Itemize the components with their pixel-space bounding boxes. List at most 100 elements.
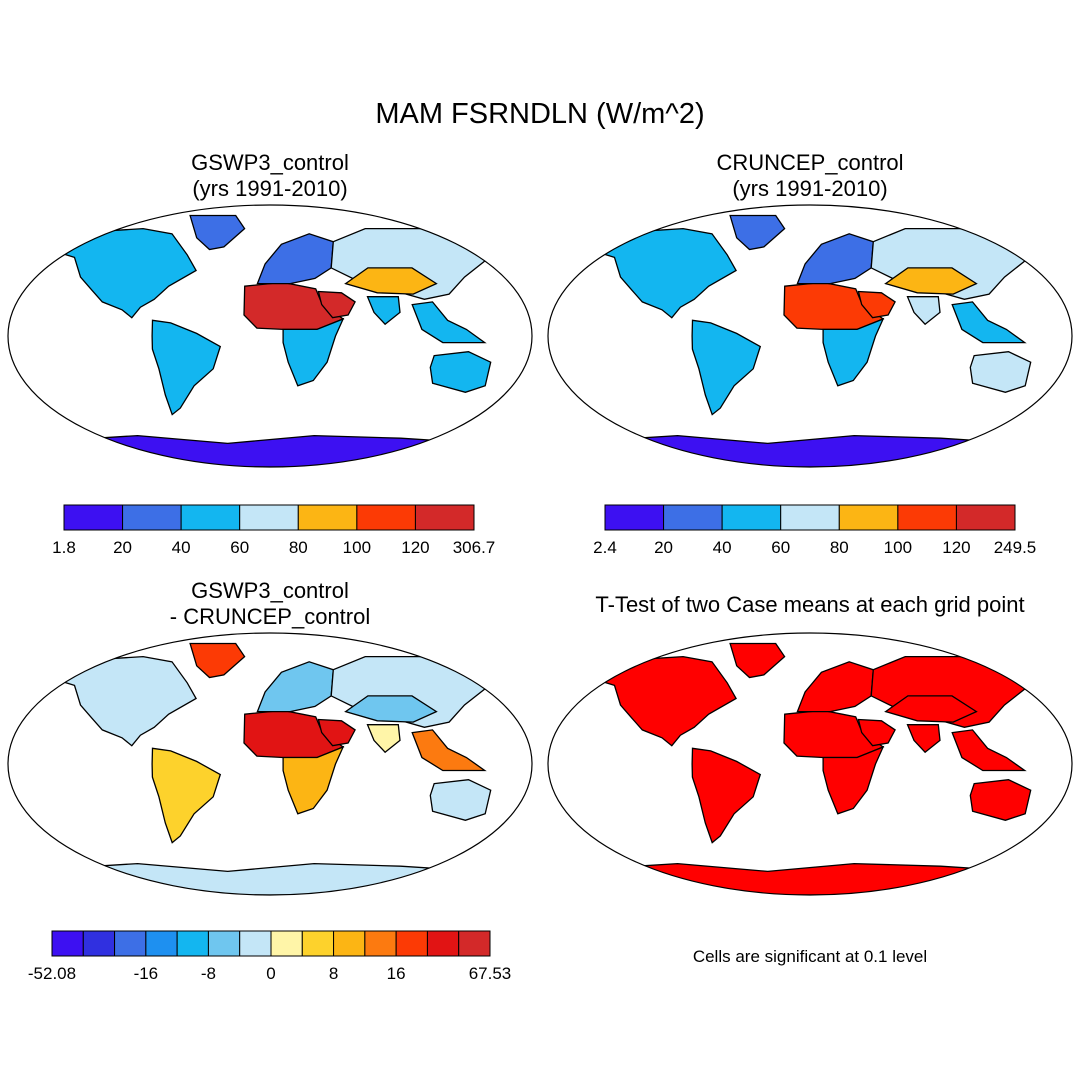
colorbar-box <box>239 930 272 957</box>
region-central_asia <box>344 267 438 295</box>
colorbar-label: 120 <box>401 538 429 557</box>
colorbar-label: -16 <box>134 964 159 983</box>
panel2-title: CRUNCEP_control (yrs 1991-2010) <box>570 150 1050 202</box>
region-arabia <box>317 718 356 747</box>
region-india <box>906 724 941 754</box>
region-africa_south <box>282 317 345 387</box>
colorbar-cb3: -52.08 -16 -8 0 8 16 67.53 <box>28 930 512 983</box>
colorbar-box <box>414 504 475 531</box>
colorbar-box <box>297 504 358 531</box>
colorbar-box <box>51 930 84 957</box>
colorbar-box <box>955 504 1016 531</box>
region-africa_south <box>282 745 345 815</box>
colorbar-box <box>301 930 335 957</box>
colorbar-label: 120 <box>942 538 970 557</box>
region-sa <box>691 319 762 416</box>
colorbar-label: 60 <box>771 538 790 557</box>
region-india <box>906 296 941 326</box>
colorbar-box <box>145 930 178 957</box>
colorbar-label: 67.53 <box>469 964 512 983</box>
colorbar-label: 8 <box>329 964 338 983</box>
colorbar-label: 20 <box>654 538 673 557</box>
region-central_asia <box>884 267 978 295</box>
region-australia <box>429 779 492 821</box>
panel1-title: GSWP3_control (yrs 1991-2010) <box>30 150 510 202</box>
colorbar-label: 16 <box>387 964 406 983</box>
colorbar-box <box>356 504 416 531</box>
colorbar-box <box>721 504 782 531</box>
region-se_asia <box>951 301 1027 344</box>
colorbar-label: 40 <box>713 538 732 557</box>
region-india <box>366 296 401 326</box>
region-arabia <box>857 718 896 747</box>
colorbar-label: 249.5 <box>994 538 1037 557</box>
region-na <box>587 227 737 319</box>
colorbar-label: 100 <box>884 538 912 557</box>
region-na <box>47 227 197 319</box>
region-arabia <box>317 290 356 319</box>
colorbar-box <box>604 504 665 531</box>
colorbar-box <box>897 504 957 531</box>
region-sa <box>151 747 222 844</box>
panel1-title-line1: GSWP3_control <box>191 150 349 175</box>
colorbar-box <box>395 930 428 957</box>
region-africa_south <box>822 317 885 387</box>
region-greenland <box>189 642 246 679</box>
region-australia <box>969 779 1032 821</box>
colorbar-label: 20 <box>113 538 132 557</box>
significance-note: Cells are significant at 0.1 level <box>692 947 928 966</box>
colorbar-box <box>63 504 124 531</box>
region-greenland <box>729 642 786 679</box>
region-sa <box>691 747 762 844</box>
colorbar-box <box>780 504 840 531</box>
colorbar-label: 306.7 <box>453 538 496 557</box>
colorbar-box <box>270 930 303 957</box>
region-central_asia <box>884 695 978 723</box>
panel4-title: T-Test of two Case means at each grid po… <box>550 592 1070 618</box>
colorbar-label: -52.08 <box>28 964 76 983</box>
region-central_asia <box>344 695 438 723</box>
colorbar-box <box>426 930 460 957</box>
colorbar-box <box>176 930 209 957</box>
map-border <box>7 632 533 896</box>
colorbar-label: -8 <box>201 964 216 983</box>
colorbar-label: 0 <box>266 964 275 983</box>
map-border <box>7 204 533 468</box>
panel3-title-line2: - CRUNCEP_control <box>169 604 371 629</box>
region-india <box>366 724 401 754</box>
region-australia <box>969 351 1032 393</box>
region-australia <box>429 351 492 393</box>
colorbar-box <box>838 504 899 531</box>
colorbar-label: 100 <box>343 538 371 557</box>
colorbar-box <box>333 930 366 957</box>
region-greenland <box>189 214 246 251</box>
colorbar-box <box>364 930 397 957</box>
panel3-title-line1: GSWP3_control <box>191 578 349 603</box>
colorbar-label: 40 <box>172 538 191 557</box>
map-border <box>547 204 1073 468</box>
region-na <box>47 655 197 747</box>
map-p1 <box>7 204 533 468</box>
colorbar-label: 80 <box>830 538 849 557</box>
region-se_asia <box>951 729 1027 772</box>
colorbar-box <box>114 930 147 957</box>
colorbar-cb1: 1.8 20 40 60 80 100 120 306.7 <box>52 504 496 557</box>
map-p2 <box>547 204 1073 468</box>
colorbar-label: 80 <box>289 538 308 557</box>
region-greenland <box>729 214 786 251</box>
colorbar-box <box>239 504 299 531</box>
panel3-title: GSWP3_control - CRUNCEP_control <box>30 578 510 630</box>
colorbar-box <box>82 930 116 957</box>
colorbar-label: 1.8 <box>52 538 76 557</box>
colorbar-box <box>458 930 491 957</box>
panel2-title-line1: CRUNCEP_control <box>716 150 904 175</box>
colorbar-cb2: 2.4 20 40 60 80 100 120 249.5 <box>593 504 1037 557</box>
figure-title: MAM FSRNDLN (W/m^2) <box>375 98 705 130</box>
map-border <box>547 632 1073 896</box>
region-se_asia <box>411 301 487 344</box>
colorbar-label: 2.4 <box>593 538 617 557</box>
region-arabia <box>857 290 896 319</box>
panel2-title-line2: (yrs 1991-2010) <box>732 176 888 201</box>
